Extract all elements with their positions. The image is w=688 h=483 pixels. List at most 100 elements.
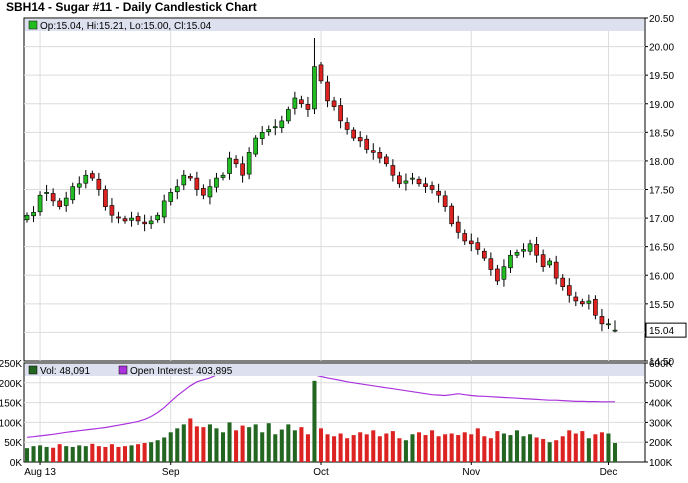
- volume-bar: [77, 445, 82, 462]
- candle: [174, 186, 180, 193]
- volume-bar: [318, 428, 324, 462]
- volume-bar: [207, 424, 212, 462]
- open-interest-line: [26, 370, 615, 438]
- price-legend-bar: [25, 19, 644, 31]
- volume-bar: [109, 444, 114, 462]
- volume-bar: [286, 424, 291, 462]
- volume-bar: [31, 446, 36, 462]
- candle: [168, 192, 174, 202]
- volume-bar: [149, 442, 154, 462]
- candle: [397, 175, 402, 185]
- candle: [227, 157, 232, 174]
- price-tick-label: 16.00: [649, 271, 674, 282]
- price-tick-label: 20.50: [649, 14, 674, 25]
- candle: [462, 233, 468, 242]
- volume-bar: [554, 440, 559, 462]
- volume-bar: [462, 432, 467, 462]
- candle: [194, 177, 200, 190]
- x-axis: Aug 13SepOctNovDecJan 14: [24, 462, 618, 478]
- candle: [384, 156, 389, 165]
- candle: [482, 250, 487, 259]
- volume-bar: [397, 438, 402, 462]
- candle: [24, 214, 30, 221]
- volume-bar: [449, 433, 454, 462]
- x-tick-label: Sep: [162, 467, 180, 478]
- candle: [390, 165, 396, 176]
- volume-bar: [70, 446, 75, 462]
- candle: [116, 216, 121, 219]
- candle: [429, 185, 435, 190]
- candle: [109, 205, 115, 216]
- volume-bar: [64, 446, 69, 462]
- candle: [573, 296, 579, 302]
- volume-bar: [410, 434, 415, 462]
- oi-tick-label: 100K: [649, 458, 673, 469]
- candle: [272, 126, 278, 129]
- oi-tick-label: 200K: [649, 438, 673, 449]
- volume-bar: [260, 432, 265, 462]
- candle: [357, 137, 363, 142]
- candle: [540, 254, 546, 267]
- candle: [266, 129, 272, 133]
- volume-tick-label: 250K: [0, 359, 22, 370]
- candle: [44, 192, 49, 194]
- oi-tick-label: 300K: [649, 418, 673, 429]
- candle: [292, 97, 298, 109]
- volume-bar: [116, 446, 121, 462]
- volume-bar: [214, 428, 219, 462]
- volume-bar: [83, 446, 88, 462]
- candle: [299, 99, 304, 105]
- candle: [129, 217, 134, 221]
- candle: [403, 180, 409, 184]
- volume-bar: [325, 434, 330, 462]
- candle: [442, 195, 448, 207]
- candle: [220, 174, 226, 178]
- candle: [560, 277, 566, 287]
- candle: [416, 178, 422, 185]
- candle: [70, 186, 76, 201]
- candle: [612, 329, 618, 332]
- volume-bar: [371, 430, 376, 462]
- price-tick-label: 20.00: [649, 43, 674, 54]
- price-legend-swatch: [28, 20, 38, 30]
- candle: [181, 174, 187, 186]
- candle: [286, 109, 291, 122]
- price-tick-label: 14.50: [649, 357, 674, 368]
- price-tick-label: 17.50: [649, 186, 674, 197]
- volume-bar: [181, 424, 186, 462]
- oi-tick-label: 500K: [649, 379, 673, 390]
- volume-bar: [305, 434, 310, 462]
- candle: [377, 152, 383, 159]
- x-tick-label: Dec: [600, 467, 618, 478]
- volume-bar: [142, 442, 147, 462]
- candle: [318, 64, 324, 82]
- candle: [50, 193, 56, 202]
- price-tick-label: 18.00: [649, 157, 674, 168]
- chart-title: SBH14 - Sugar #11 - Daily Candlestick Ch…: [6, 0, 257, 14]
- volume-bar: [188, 418, 193, 462]
- volume-bar: [541, 439, 546, 462]
- volume-legend-swatch: [28, 365, 38, 375]
- volume-bar: [247, 427, 252, 462]
- volume-bar: [443, 434, 448, 462]
- volume-bar: [521, 436, 526, 462]
- open-interest-axis: 100K 200K 300K 400K 500K 600K: [645, 359, 673, 469]
- candle: [527, 243, 533, 252]
- volume-legend-bar: [25, 364, 644, 376]
- volume-bars: [24, 380, 618, 462]
- volume-bar: [103, 446, 108, 462]
- volume-bar: [416, 432, 422, 462]
- candle: [161, 200, 167, 218]
- volume-bar: [390, 431, 395, 462]
- candle: [501, 266, 507, 280]
- candle: [259, 132, 265, 139]
- price-tick-label: 15.50: [649, 300, 674, 311]
- candle: [148, 220, 154, 225]
- volume-bar: [90, 443, 95, 462]
- candle: [122, 218, 128, 222]
- candle: [312, 66, 317, 110]
- volume-bar: [299, 427, 304, 462]
- volume-bar: [220, 432, 226, 462]
- volume-bar: [175, 428, 180, 462]
- oi-legend-text: Open Interest: 403,895: [130, 366, 233, 377]
